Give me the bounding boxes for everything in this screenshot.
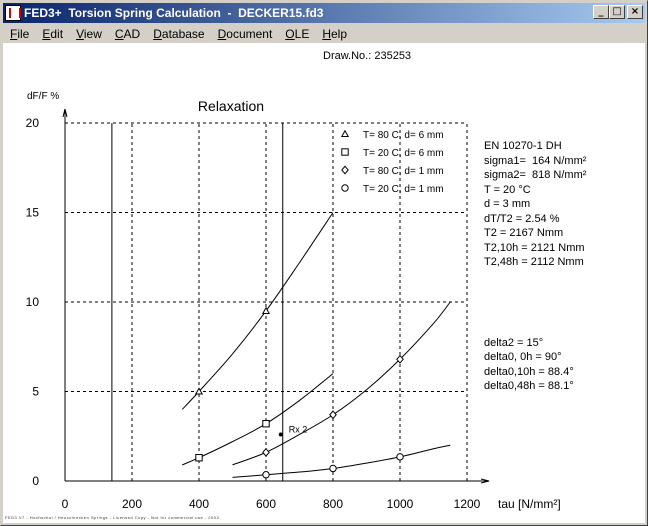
angle-line-2: delta0,10h = 88.4° <box>484 365 574 378</box>
y-axis-label: dF/F % <box>27 91 59 102</box>
x-axis-arrow <box>480 478 490 484</box>
param-line-8: T2,48h = 2112 Nmm <box>484 256 584 268</box>
chart-legend: T= 80 C, d= 6 mm T= 20 C, d= 6 mm T= 80 C,… <box>340 129 444 195</box>
param-line-7: T2,10h = 2121 Nmm <box>484 241 585 254</box>
y-tick-label-15: 15 <box>26 206 40 220</box>
param-line-5: dT/T2 = 2.54 % <box>484 212 560 225</box>
legend-marker-0 <box>340 129 350 138</box>
menu-file[interactable]: File <box>10 26 30 41</box>
legend-marker-2 <box>341 165 349 175</box>
angle-line-0: delta2 = 15° <box>484 336 544 349</box>
close-button[interactable]: × <box>627 5 643 19</box>
series-3-marker-0 <box>262 471 270 479</box>
chart-vertical-lines <box>111 123 284 481</box>
menu-edit[interactable]: Edit <box>42 26 64 41</box>
menu-help[interactable]: Help <box>322 26 348 41</box>
y-tick-label-0: 0 <box>32 474 39 488</box>
series-1-marker-1 <box>262 420 270 428</box>
legend-label-2: T= 80 C, d= 1 mm <box>363 166 444 177</box>
y-axis-arrow <box>62 108 68 118</box>
app-icon[interactable] <box>5 5 21 21</box>
series-curve-0 <box>181 212 334 410</box>
license-footer: FED3 V7 - Hochschul / Heuschrecken Sprin… <box>5 515 220 520</box>
x-tick-label-0: 0 <box>62 497 69 511</box>
angle-line-3: delta0,48h = 88.1° <box>484 380 574 392</box>
window-title: FED3+ Torsion Spring Calculation - DECKE… <box>24 6 324 20</box>
param-line-6: T2 = 2167 Nmm <box>484 227 564 239</box>
chart-title: Relaxation <box>198 98 264 114</box>
x-axis-label: tau [N/mm²] <box>498 497 561 511</box>
series-3-marker-2 <box>396 453 404 461</box>
series-curve-1 <box>182 373 334 466</box>
x-tick-label-1200: 1200 <box>454 497 481 511</box>
menu-ole[interactable]: OLE <box>285 26 310 41</box>
x-tick-label-400: 400 <box>189 497 209 511</box>
relaxation-chart: 0 200 400 600 800 1000 1200 0 5 10 15 20 tau [N/mm²]… <box>26 91 561 511</box>
param-line-3: T = 20 °C <box>484 183 531 196</box>
x-tick-label-800: 800 <box>323 497 343 511</box>
angle-line-1: delta0, 0h = 90° <box>484 351 562 363</box>
param-line-2: sigma2= 818 N/mm² <box>484 169 587 181</box>
series-2-marker-0 <box>262 447 270 457</box>
chart-curves <box>181 212 451 478</box>
series-2-marker-1 <box>329 410 337 420</box>
x-tick-label-1000: 1000 <box>387 497 414 511</box>
series-3-marker-1 <box>329 464 337 473</box>
annotation-label: Rx 2 <box>289 424 308 434</box>
chart-axes <box>62 108 490 484</box>
chart-markers <box>194 306 404 479</box>
legend-label-1: T= 20 C, d= 6 mm <box>363 148 444 159</box>
menu-document[interactable]: Document <box>217 26 273 41</box>
legend-label-3: T= 20 C, d= 1 mm <box>363 184 444 195</box>
legend-label-0: T= 80 C, d= 6 mm <box>363 130 444 141</box>
series-0-marker-1 <box>261 306 271 315</box>
y-tick-label-20: 20 <box>26 116 40 130</box>
legend-marker-3 <box>341 184 349 192</box>
legend-marker-1 <box>341 148 349 156</box>
series-2-marker-2 <box>396 354 404 364</box>
menu-view[interactable]: View <box>76 26 102 41</box>
maximize-button[interactable]: □ <box>609 5 625 19</box>
title-bar[interactable]: FED3+ Torsion Spring Calculation - DECKE… <box>3 3 645 23</box>
menu-cad[interactable]: CAD <box>114 26 141 41</box>
annotation-point <box>278 432 283 437</box>
drawing-canvas[interactable]: Draw.No.: 235253 0 200 400 600 800 1000 1200 0 5… <box>3 43 645 523</box>
menu-database[interactable]: Database <box>153 26 205 41</box>
series-curve-2 <box>232 301 451 466</box>
series-0-marker-0 <box>194 387 204 395</box>
param-line-0: EN 10270-1 DH <box>484 140 562 152</box>
param-line-1: sigma1= 164 N/mm² <box>484 154 587 167</box>
x-tick-label-200: 200 <box>122 497 142 511</box>
x-tick-label-600: 600 <box>256 497 276 511</box>
spring-parameters: EN 10270-1 DH sigma1= 164 N/mm² sigma2= 81… <box>484 110 586 423</box>
chart-grid <box>65 122 468 481</box>
param-line-4: d = 3 mm <box>484 198 531 210</box>
drawing-number: Draw.No.: 235253 <box>323 50 412 62</box>
series-1-marker-0 <box>195 454 203 462</box>
menu-bar: File Edit View CAD Database Document OLE… <box>3 24 645 43</box>
window-controls: _ □ × <box>593 5 643 19</box>
chart-labels: 0 200 400 600 800 1000 1200 0 5 10 15 20 tau [N/mm²]… <box>26 91 561 511</box>
y-tick-label-5: 5 <box>32 385 39 399</box>
y-tick-label-10: 10 <box>26 295 40 309</box>
minimize-button[interactable]: _ <box>593 5 609 19</box>
